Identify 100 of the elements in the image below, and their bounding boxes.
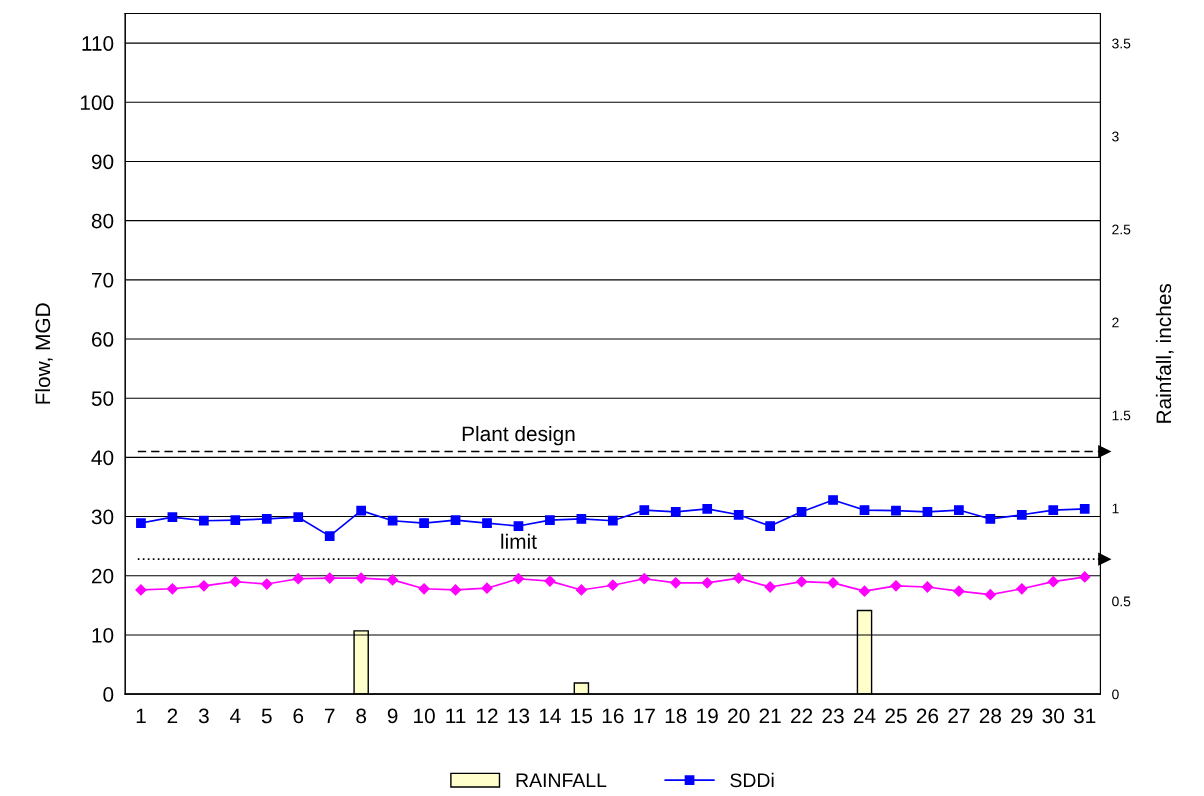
point <box>985 514 996 524</box>
point <box>828 495 838 505</box>
point <box>953 585 965 597</box>
x-tick-label: 17 <box>634 708 655 724</box>
point <box>890 580 902 592</box>
x-tick-label: 7 <box>324 708 335 724</box>
x-tick-label: 30 <box>1042 708 1065 724</box>
point <box>387 574 399 586</box>
x-tick-label: 12 <box>477 708 498 724</box>
point <box>513 521 524 531</box>
point <box>1048 505 1059 515</box>
point <box>575 584 587 596</box>
x-tick-label: 10 <box>414 708 435 724</box>
y-tick-label: 80 <box>91 213 114 229</box>
point <box>921 581 934 593</box>
x-tick-label: 19 <box>697 708 718 724</box>
point <box>1047 576 1059 588</box>
x-tick-label: 21 <box>759 708 781 724</box>
point <box>261 514 272 524</box>
x-tick-label: 20 <box>728 708 750 724</box>
point <box>418 583 430 595</box>
x-tick-label: 15 <box>571 708 593 724</box>
x-tick-label: 2 <box>167 708 178 724</box>
point <box>954 505 964 515</box>
point <box>607 579 619 591</box>
x-tick-label: 22 <box>791 708 813 724</box>
point <box>922 506 933 517</box>
x-tick-label: 8 <box>356 708 367 724</box>
point <box>733 509 744 520</box>
ref-line-label: Plant design <box>462 425 575 446</box>
x-tick-label: 11 <box>446 708 466 724</box>
y2-tick-label: 2.5 <box>1112 224 1131 235</box>
point <box>858 585 871 597</box>
point <box>482 518 492 528</box>
x-tick-label: 25 <box>885 708 907 724</box>
y-tick-label: 40 <box>91 450 114 466</box>
point <box>544 575 556 587</box>
x-tick-label: 16 <box>602 708 624 724</box>
point <box>449 584 462 596</box>
point <box>261 578 273 590</box>
point <box>795 576 808 588</box>
point <box>1079 571 1091 583</box>
point <box>419 518 429 528</box>
y2-tick-label: 0.5 <box>1112 596 1131 607</box>
point <box>229 576 241 588</box>
point <box>891 505 901 516</box>
x-tick-label: 31 <box>1073 708 1096 724</box>
y-tick-label: 70 <box>92 272 114 288</box>
point <box>387 515 398 526</box>
point <box>1016 583 1028 595</box>
x-tick-label: 18 <box>665 708 687 724</box>
x-tick-label: 9 <box>387 708 398 724</box>
y-tick-label: 60 <box>91 332 114 347</box>
y-tick-label: 0 <box>103 687 114 702</box>
point <box>638 573 650 585</box>
x-tick-label: 5 <box>261 708 272 724</box>
x-tick-label: 26 <box>916 708 939 724</box>
x-tick-label: 24 <box>853 708 876 724</box>
x-tick-label: 3 <box>198 708 209 724</box>
point <box>1079 504 1090 514</box>
x-tick-label: 1 <box>136 708 146 724</box>
point <box>765 521 775 531</box>
point <box>135 584 147 596</box>
point <box>545 515 555 525</box>
y-axis-title: Flow, MGD <box>34 303 53 404</box>
y-tick-label: 30 <box>91 509 114 525</box>
x-tick-label: 6 <box>293 708 304 724</box>
point <box>576 514 587 524</box>
y2-tick-label: 2 <box>1112 317 1119 328</box>
point <box>324 531 335 541</box>
point <box>670 506 681 517</box>
legend-label: RAINFALL <box>516 773 607 787</box>
point <box>702 504 713 514</box>
x-tick-label: 13 <box>508 708 530 724</box>
point <box>198 580 210 592</box>
point <box>355 572 367 584</box>
point <box>796 506 807 517</box>
y2-tick-label: 0 <box>1112 689 1119 700</box>
point <box>827 577 839 589</box>
point <box>136 518 146 528</box>
x-tick-label: 27 <box>948 708 970 724</box>
point <box>481 582 493 594</box>
point <box>324 572 336 584</box>
point <box>1016 509 1027 520</box>
point <box>670 577 682 589</box>
point <box>292 573 304 585</box>
point <box>230 515 241 525</box>
point <box>166 583 179 595</box>
y2-tick-label: 1 <box>1112 503 1119 514</box>
x-tick-label: 23 <box>822 708 844 724</box>
y-tick-label: 110 <box>82 36 114 51</box>
y2-axis-title: Rainfall, inches <box>1155 283 1174 423</box>
point <box>859 505 870 515</box>
point <box>607 515 618 526</box>
point <box>167 512 178 523</box>
y2-tick-label: 3.5 <box>1112 38 1131 49</box>
x-tick-label: 14 <box>539 708 561 724</box>
x-tick-label: 28 <box>979 708 1002 724</box>
point <box>293 512 304 523</box>
y2-tick-label: 1.5 <box>1112 410 1131 421</box>
